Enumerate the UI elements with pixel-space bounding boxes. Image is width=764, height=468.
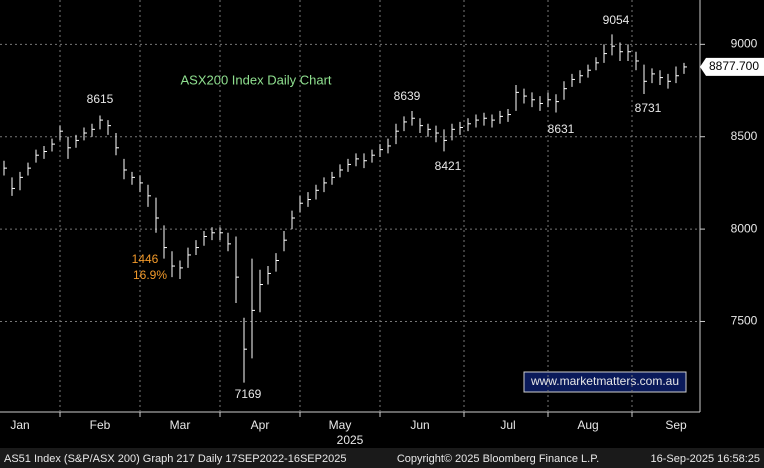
website: www.marketmatters.com.au (530, 374, 679, 388)
footer-source: AS51 Index (S&P/ASX 200) Graph 217 Daily… (4, 453, 346, 465)
x-tick-label: Sep (665, 418, 687, 432)
annotation: 9054 (603, 13, 630, 27)
annotation: 8421 (435, 159, 462, 173)
y-tick-label: 9000 (731, 37, 758, 51)
x-tick-label: Mar (170, 418, 191, 432)
website-box (523, 371, 687, 393)
last-value-label: 8877.700 (709, 59, 759, 73)
annotation: 16.9% (133, 268, 167, 282)
x-tick-label: Jun (410, 418, 429, 432)
x-tick-label: Feb (90, 418, 111, 432)
x-tick-label: Apr (251, 418, 270, 432)
x-axis-year: 2025 (337, 433, 364, 447)
x-tick-label: May (329, 418, 352, 432)
footer-timestamp: 16-Sep-2025 16:58:25 (651, 453, 760, 465)
y-tick-label: 7500 (731, 314, 758, 328)
annotation: 8631 (548, 122, 575, 136)
annotation: 1446 (132, 252, 159, 266)
annotation: 8639 (394, 89, 421, 103)
footer-band (0, 448, 764, 468)
x-tick-label: Jul (500, 418, 515, 432)
chart-title: ASX200 Index Daily Chart (180, 72, 331, 87)
y-tick-label: 8000 (731, 221, 758, 235)
annotation: 8615 (87, 92, 114, 106)
footer-copyright: Copyright© 2025 Bloomberg Finance L.P. (397, 453, 599, 465)
x-tick-label: Jan (10, 418, 29, 432)
annotation: 7169 (235, 387, 262, 401)
annotation: 8731 (635, 101, 662, 115)
y-tick-label: 8500 (731, 129, 758, 143)
last-value-box (700, 57, 764, 76)
x-tick-label: Aug (577, 418, 598, 432)
